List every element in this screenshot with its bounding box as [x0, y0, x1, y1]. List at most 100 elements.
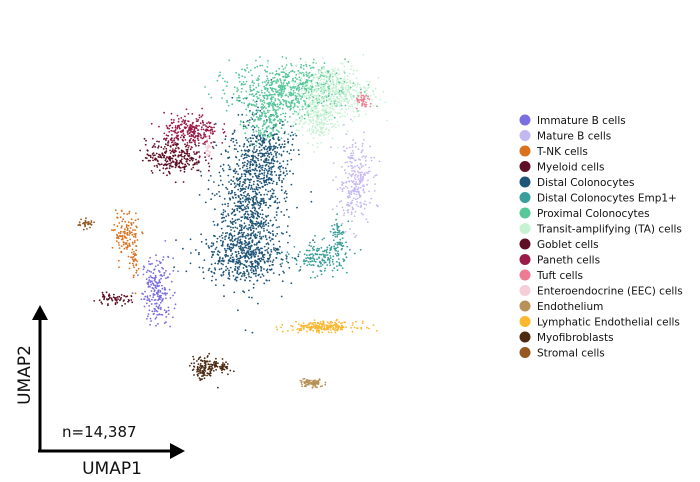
scatter-point [98, 299, 101, 302]
scatter-point [351, 199, 354, 202]
scatter-point [289, 134, 292, 137]
scatter-point [325, 328, 328, 330]
scatter-point [293, 71, 296, 73]
scatter-point [222, 273, 225, 276]
scatter-point [293, 121, 296, 123]
scatter-point [165, 158, 167, 160]
scatter-point [382, 91, 385, 93]
scatter-point [244, 150, 247, 152]
scatter-point [198, 251, 200, 254]
scatter-point [140, 298, 143, 301]
scatter-point [316, 142, 319, 145]
scatter-point [210, 271, 213, 273]
scatter-point [237, 250, 240, 253]
scatter-point [266, 87, 269, 90]
scatter-point [166, 292, 169, 295]
scatter-point [344, 81, 347, 84]
scatter-point [234, 205, 237, 207]
scatter-point [252, 99, 255, 102]
scatter-point [328, 73, 331, 75]
scatter-point [256, 213, 259, 216]
scatter-point [252, 234, 255, 237]
scatter-point [334, 111, 337, 114]
scatter-point [353, 177, 356, 179]
scatter-point [375, 330, 378, 332]
scatter-point [358, 183, 361, 186]
scatter-point [233, 144, 236, 147]
scatter-point [244, 216, 247, 219]
scatter-point [327, 256, 330, 259]
scatter-point [218, 235, 221, 238]
scatter-point [329, 76, 331, 79]
scatter-point [245, 253, 248, 256]
scatter-point [272, 159, 275, 162]
scatter-point [236, 209, 239, 212]
scatter-point [243, 194, 246, 197]
scatter-point [343, 259, 346, 262]
scatter-point [221, 257, 224, 260]
scatter-point [281, 280, 284, 283]
scatter-point [237, 205, 240, 208]
scatter-point [174, 143, 177, 146]
scatter-point [348, 173, 351, 175]
scatter-point [349, 85, 351, 88]
scatter-point [111, 246, 114, 249]
scatter-point [347, 84, 350, 87]
scatter-point [362, 53, 365, 56]
scatter-point [160, 313, 162, 316]
scatter-point [264, 179, 266, 182]
scatter-point [215, 246, 218, 249]
scatter-point [127, 300, 129, 303]
scatter-point [236, 90, 239, 93]
series-points-13 [275, 318, 378, 334]
scatter-point [150, 320, 153, 322]
scatter-point [326, 72, 329, 75]
scatter-point [301, 92, 304, 95]
scatter-point [281, 323, 284, 326]
scatter-point [167, 309, 170, 312]
scatter-point [253, 196, 256, 198]
scatter-point [346, 113, 349, 115]
scatter-point [346, 245, 349, 248]
scatter-point [129, 238, 132, 241]
scatter-point [221, 237, 224, 239]
scatter-point [157, 156, 160, 158]
scatter-point [245, 210, 247, 213]
scatter-point [355, 85, 358, 88]
scatter-point [180, 151, 183, 154]
scatter-point [260, 266, 263, 269]
scatter-point [271, 113, 274, 116]
scatter-point [191, 113, 194, 115]
scatter-point [240, 275, 243, 278]
scatter-point [229, 232, 232, 235]
scatter-point [313, 114, 316, 117]
scatter-point [250, 184, 253, 187]
scatter-point [267, 102, 270, 105]
scatter-point [176, 134, 178, 137]
scatter-point [290, 64, 293, 67]
scatter-point [249, 248, 251, 250]
scatter-point [248, 241, 251, 243]
scatter-point [252, 227, 254, 230]
scatter-point [336, 103, 339, 106]
scatter-point [156, 140, 158, 143]
scatter-point [192, 166, 195, 169]
scatter-point [304, 81, 307, 84]
scatter-point [164, 294, 167, 296]
scatter-point [281, 330, 284, 333]
scatter-point [182, 181, 185, 183]
scatter-point [213, 251, 216, 253]
scatter-point [214, 268, 217, 271]
scatter-point [341, 181, 343, 184]
scatter-point [345, 108, 347, 111]
scatter-point [283, 192, 286, 194]
scatter-point [352, 110, 355, 113]
scatter-point [235, 251, 238, 254]
scatter-point [190, 252, 192, 254]
scatter-point [256, 157, 259, 160]
scatter-point [260, 223, 262, 225]
scatter-point [235, 196, 237, 199]
scatter-point [221, 221, 224, 224]
scatter-point [307, 89, 310, 92]
scatter-point [294, 76, 297, 79]
